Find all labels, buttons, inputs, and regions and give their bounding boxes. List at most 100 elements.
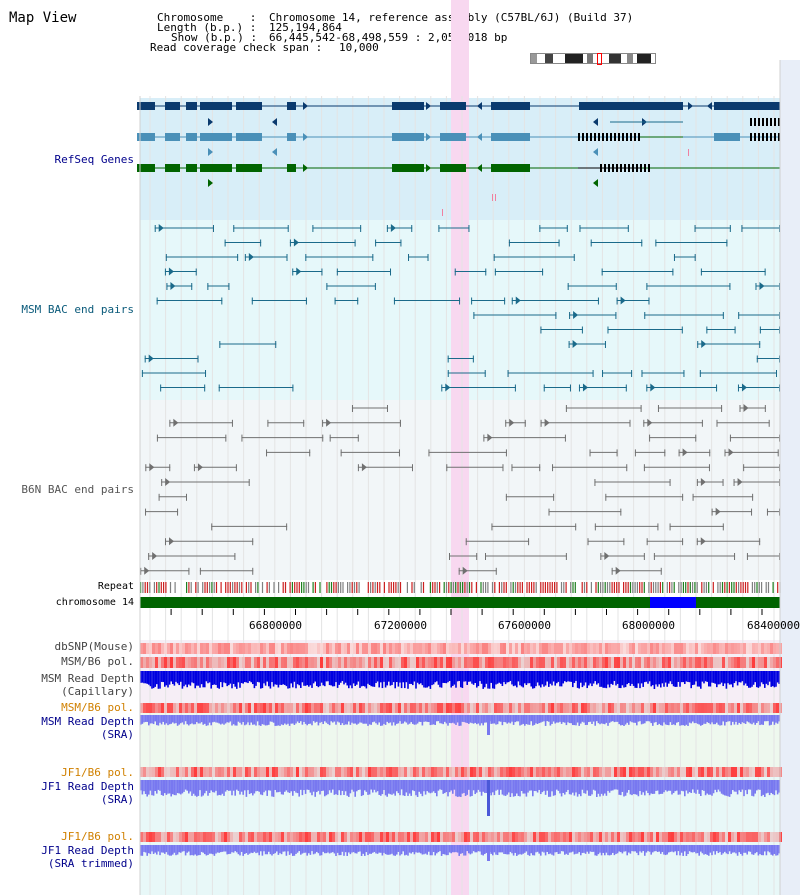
heat-cell bbox=[362, 657, 365, 668]
heat-cell bbox=[353, 703, 356, 713]
heat-cell bbox=[374, 767, 377, 777]
heat-cell bbox=[458, 703, 461, 713]
depth-bar bbox=[557, 780, 560, 791]
heat-cell bbox=[716, 767, 719, 777]
depth-bar bbox=[484, 671, 486, 688]
depth-bar bbox=[741, 845, 744, 856]
depth-bar bbox=[664, 715, 667, 725]
depth-bar bbox=[496, 671, 499, 684]
depth-bar bbox=[687, 715, 689, 726]
heat-cell bbox=[383, 832, 386, 842]
depth-bar bbox=[618, 671, 620, 688]
heat-cell bbox=[680, 767, 683, 777]
depth-bar bbox=[493, 845, 496, 853]
depth-bar bbox=[608, 845, 611, 856]
depth-bar bbox=[375, 671, 377, 684]
chromosome-ideogram[interactable] bbox=[530, 53, 656, 65]
depth-bar bbox=[418, 845, 420, 853]
repeat-mark bbox=[767, 582, 770, 593]
msm-bac-pair-end bbox=[485, 268, 487, 276]
heat-cell bbox=[749, 703, 752, 713]
depth-bar bbox=[584, 715, 587, 726]
depth-bar bbox=[300, 715, 302, 722]
depth-bar bbox=[338, 715, 340, 723]
depth-bar bbox=[208, 780, 211, 794]
heat-cell bbox=[494, 657, 497, 668]
depth-bar bbox=[202, 780, 204, 796]
depth-bar bbox=[578, 845, 580, 853]
depth-bar bbox=[621, 780, 624, 792]
depth-bar bbox=[205, 715, 208, 726]
msm-bac-pair-end bbox=[286, 254, 288, 261]
heat-cell bbox=[191, 832, 194, 842]
depth-bar bbox=[306, 715, 308, 726]
depth-bar bbox=[628, 780, 630, 791]
heat-cell bbox=[305, 657, 308, 668]
depth-bar bbox=[615, 845, 617, 854]
gene-arrow bbox=[208, 118, 213, 126]
heat-cell bbox=[215, 657, 218, 668]
heat-cell bbox=[593, 767, 596, 777]
repeat-mark bbox=[370, 582, 372, 593]
repeat-mark bbox=[586, 582, 588, 593]
depth-bar bbox=[738, 845, 740, 853]
depth-bar bbox=[141, 845, 144, 856]
depth-bar bbox=[416, 715, 419, 724]
heat-cell bbox=[668, 832, 671, 842]
heat-cell bbox=[383, 657, 386, 668]
heat-cell bbox=[728, 643, 731, 654]
depth-bar bbox=[752, 780, 755, 797]
heat-cell bbox=[764, 832, 767, 842]
depth-bar bbox=[544, 845, 547, 856]
depth-bar bbox=[357, 671, 360, 682]
depth-bar bbox=[592, 715, 595, 722]
repeat-mark bbox=[169, 582, 172, 593]
depth-bar bbox=[736, 671, 739, 686]
depth-bar bbox=[604, 715, 606, 725]
heat-cell bbox=[266, 657, 269, 668]
heat-cell bbox=[770, 703, 773, 713]
heat-cell bbox=[284, 832, 287, 842]
depth-bar bbox=[240, 671, 243, 684]
heat-cell bbox=[437, 832, 440, 842]
heat-cell bbox=[221, 703, 224, 713]
depth-bar bbox=[311, 715, 313, 726]
heat-cell bbox=[395, 767, 398, 777]
heat-cell bbox=[491, 703, 494, 713]
depth-bar bbox=[429, 715, 432, 726]
b6n-bac-pair-end bbox=[600, 553, 602, 560]
gene-exon-black bbox=[614, 133, 616, 141]
depth-bar bbox=[471, 845, 473, 854]
depth-bar bbox=[391, 715, 393, 726]
depth-bar bbox=[764, 671, 766, 688]
heat-cell bbox=[218, 703, 221, 713]
depth-bar bbox=[546, 671, 548, 682]
repeat-mark bbox=[422, 582, 425, 593]
depth-bar bbox=[560, 671, 563, 687]
depth-bar bbox=[709, 780, 712, 795]
depth-bar bbox=[524, 671, 526, 684]
heat-cell bbox=[179, 832, 182, 842]
depth-bar bbox=[343, 715, 345, 726]
heat-cell bbox=[752, 832, 755, 842]
repeat-mark bbox=[330, 582, 333, 593]
depth-bar bbox=[580, 780, 582, 797]
heat-cell bbox=[326, 767, 329, 777]
heat-cell bbox=[614, 832, 617, 842]
heat-cell bbox=[734, 832, 737, 842]
depth-bar bbox=[397, 715, 400, 724]
depth-bar bbox=[674, 671, 676, 687]
depth-bar bbox=[256, 845, 259, 853]
heat-cell bbox=[308, 767, 311, 777]
depth-bar bbox=[389, 780, 392, 795]
depth-bar bbox=[509, 671, 512, 681]
depth-bar bbox=[208, 715, 211, 723]
heat-cell bbox=[314, 657, 317, 668]
heat-cell bbox=[605, 767, 608, 777]
heat-cell bbox=[392, 657, 395, 668]
depth-bar bbox=[277, 671, 280, 688]
depth-bar bbox=[772, 671, 774, 687]
heat-cell bbox=[506, 657, 509, 668]
depth-bar bbox=[261, 671, 264, 689]
